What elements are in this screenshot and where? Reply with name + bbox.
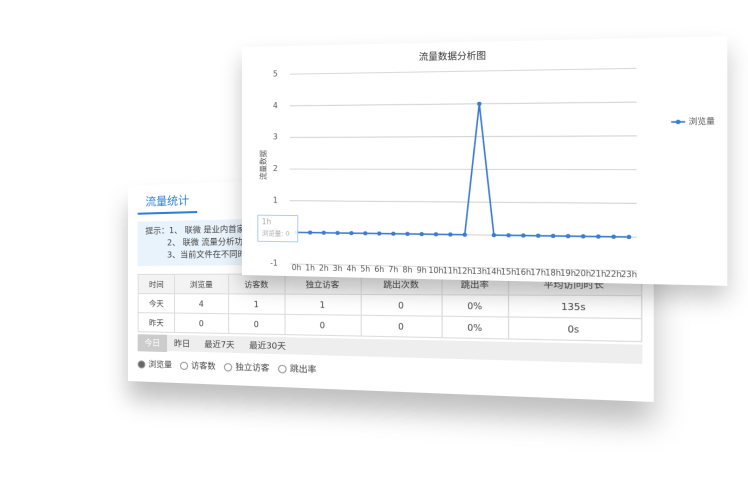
table-cell: 0s	[508, 317, 642, 342]
table-cell: 0	[174, 313, 229, 334]
stats-table: 时间 浏览量 访客数 独立访客 跳出次数 跳出率 平均访问时长 今天 4 1 1 0 0% 135s 昨天 0…	[138, 272, 643, 342]
x-tick-label: 19h	[560, 268, 576, 278]
tab[interactable]: 最近7天	[204, 339, 235, 350]
header-cell: 浏览量	[174, 274, 229, 294]
x-tick-label: 0h	[292, 263, 302, 272]
y-axis-label: 流量数据	[258, 149, 268, 180]
table-cell: 今天	[138, 293, 175, 314]
x-tick-label: 21h	[590, 269, 606, 279]
x-tick-label: 8h	[402, 265, 412, 275]
x-tick-label: 1h	[305, 263, 315, 272]
panel-title: 流量统计	[137, 191, 198, 215]
table-cell: 0	[284, 314, 362, 337]
tab[interactable]: 昨日	[174, 339, 191, 349]
table-cell: 昨天	[138, 312, 175, 333]
options: 浏览量 访客数 独立访客 跳出率	[138, 358, 326, 376]
y-tick-label: -1	[270, 258, 278, 267]
data-point	[391, 231, 396, 236]
grid-line	[290, 169, 637, 170]
data-point	[405, 231, 410, 237]
data-point	[363, 231, 368, 236]
legend-marker	[675, 119, 681, 125]
grid-line	[290, 136, 637, 138]
grid-line	[290, 68, 637, 74]
data-point	[611, 234, 616, 239]
data-point	[477, 101, 482, 106]
tab[interactable]: 最近30天	[249, 340, 286, 352]
x-tick-label: 13h	[472, 267, 488, 277]
data-point	[321, 230, 326, 235]
table-cell: 0	[361, 294, 443, 317]
x-tick-label: 17h	[530, 268, 546, 278]
tab[interactable]: 今日	[137, 334, 168, 353]
chart-title: 流量数据分析图	[419, 49, 486, 63]
x-tick-label: 18h	[545, 268, 561, 278]
table-cell: 0	[228, 313, 285, 335]
data-point	[521, 233, 526, 238]
tooltip	[258, 215, 298, 242]
table-cell: 1	[228, 293, 285, 315]
data-point	[349, 231, 354, 236]
data-point	[308, 230, 313, 235]
data-point	[535, 233, 541, 238]
x-tick-label: 14h	[486, 267, 502, 277]
x-tick-label: 16h	[516, 267, 532, 277]
data-point	[462, 232, 467, 237]
x-tick-label: 6h	[374, 265, 384, 275]
x-tick-label: 3h	[333, 264, 343, 273]
y-tick-label: 2	[273, 164, 278, 173]
x-tick-label: 7h	[388, 265, 398, 275]
radio-option[interactable]: 独立访客	[224, 362, 269, 373]
data-point	[335, 230, 340, 236]
x-tick-label: 22h	[606, 269, 623, 279]
legend-label: 浏览量	[689, 115, 716, 126]
x-tick-label: 15h	[501, 267, 517, 277]
x-tick-label: 5h	[360, 264, 370, 273]
header-cell: 访客数	[228, 273, 285, 295]
x-tick-label: 10h	[428, 266, 443, 276]
x-tick-label: 11h	[443, 266, 459, 276]
data-point	[491, 233, 497, 238]
y-tick-label: 3	[273, 132, 278, 141]
x-tick-label: 4h	[347, 264, 357, 273]
data-point	[377, 231, 382, 236]
header-cell: 时间	[138, 274, 175, 294]
table-cell: 135s	[508, 295, 642, 319]
x-tick-label: 23h	[621, 269, 638, 279]
data-point	[565, 234, 571, 239]
data-point	[506, 233, 511, 238]
y-tick-label: 4	[273, 101, 278, 110]
data-point	[580, 234, 586, 239]
data-point	[626, 234, 632, 240]
chart: 流量数据分析图 流量数据 -10123450h1h2h3h4h5h6h7h8h9…	[242, 49, 716, 280]
y-tick-label: 5	[273, 69, 278, 78]
grid-line	[290, 102, 637, 106]
radio-option[interactable]: 浏览量	[138, 359, 172, 370]
grid-line	[290, 201, 637, 204]
table-cell: 0%	[442, 294, 509, 318]
chart-card: 流量数据分析图 流量数据 -10123450h1h2h3h4h5h6h7h8h9…	[242, 36, 728, 286]
data-point	[448, 232, 453, 237]
table-cell: 0	[361, 315, 443, 338]
data-point	[550, 233, 556, 239]
table-cell: 1	[284, 294, 362, 316]
x-tick-label: 20h	[575, 269, 591, 279]
table-cell: 4	[174, 293, 229, 314]
table-cell: 0%	[442, 316, 509, 339]
x-tick-label: 12h	[457, 266, 473, 276]
tooltip-text: 浏览量: 0	[262, 228, 290, 238]
radio-option[interactable]: 跳出率	[278, 364, 316, 375]
x-tick-label: 2h	[319, 263, 329, 272]
y-tick-label: 1	[273, 196, 278, 205]
tooltip-label: 1h	[262, 217, 272, 226]
data-point	[596, 234, 601, 239]
x-tick-label: 9h	[417, 265, 427, 275]
data-point	[433, 232, 439, 237]
radio-option[interactable]: 访客数	[180, 361, 216, 371]
data-point	[419, 232, 424, 237]
